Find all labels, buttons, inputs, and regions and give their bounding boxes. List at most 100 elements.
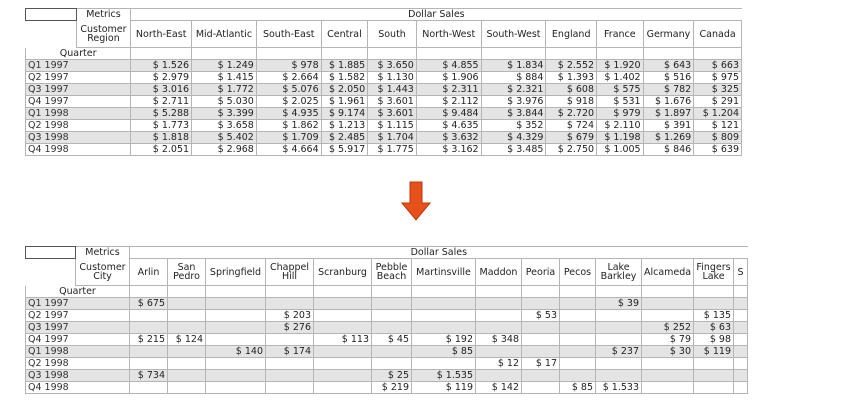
table-cell: $ 4.329	[480, 131, 547, 144]
table-cell: $ 276	[265, 321, 314, 334]
column-header[interactable]: England	[545, 20, 598, 48]
column-header[interactable]: Fingers Lake	[693, 258, 734, 286]
row-header[interactable]: Q1 1998	[24, 107, 132, 120]
column-header[interactable]: Alcameda	[641, 258, 694, 286]
table-cell: $ 2.750	[545, 143, 598, 156]
table-cell: $ 25	[371, 369, 412, 382]
row-header[interactable]: Q2 1997	[25, 309, 130, 322]
header-spacer	[415, 47, 482, 60]
column-attribute-label[interactable]: Customer City	[75, 258, 130, 286]
column-header[interactable]: South	[367, 20, 417, 48]
table-cell: $ 4.664	[255, 143, 322, 156]
table-cell: $ 2.110	[596, 119, 644, 132]
table-cell: $ 3.632	[415, 131, 482, 144]
column-header[interactable]: South-West	[480, 20, 547, 48]
table-cell	[732, 369, 749, 382]
table-cell: $ 846	[642, 143, 695, 156]
table-cell: $ 3.650	[367, 59, 417, 72]
table-cell	[129, 345, 168, 358]
column-header[interactable]: S	[732, 258, 749, 286]
table-cell: $ 121	[693, 119, 742, 132]
row-header[interactable]: Q4 1998	[25, 381, 130, 394]
table-cell: $ 575	[596, 83, 644, 96]
table-cell: $ 219	[371, 381, 412, 394]
table-cell: $ 1.415	[191, 71, 257, 84]
table-cell: $ 5.288	[130, 107, 193, 120]
row-header[interactable]: Q3 1997	[25, 321, 130, 334]
row-attribute-row: Quarter	[25, 285, 749, 298]
column-header[interactable]: Germany	[642, 20, 695, 48]
column-header[interactable]: San Pedro	[167, 258, 206, 286]
table-row: Q2 1998 $ 12 $ 17	[25, 357, 749, 370]
row-attribute-label[interactable]: Quarter	[25, 285, 130, 298]
table-cell	[732, 321, 749, 334]
table-cell: $ 4.855	[415, 59, 482, 72]
row-header[interactable]: Q1 1997	[24, 59, 132, 72]
row-header[interactable]: Q4 1997	[25, 333, 130, 346]
header-spacer	[732, 285, 749, 298]
table-cell	[205, 357, 266, 370]
row-attribute-label[interactable]: Quarter	[24, 47, 132, 60]
row-header[interactable]: Q2 1997	[24, 71, 132, 84]
row-header[interactable]: Q3 1998	[25, 369, 130, 382]
column-header[interactable]: Springfield	[205, 258, 266, 286]
table-cell: $ 1.704	[367, 131, 417, 144]
table-cell	[475, 297, 522, 310]
report-grid-region: Metrics Dollar Sales Customer Region North-…	[24, 8, 742, 156]
column-header[interactable]: Arlin	[129, 258, 168, 286]
table-cell	[129, 357, 168, 370]
table-cell: $ 1.402	[596, 71, 644, 84]
grid-corner-selector[interactable]	[25, 246, 76, 259]
column-header[interactable]: North-West	[415, 20, 482, 48]
table-cell	[205, 369, 266, 382]
row-header[interactable]: Q3 1998	[24, 131, 132, 144]
column-header[interactable]: Peoria	[521, 258, 560, 286]
column-header[interactable]: North-East	[130, 20, 193, 48]
column-header[interactable]: Pebble Beach	[371, 258, 412, 286]
table-cell	[595, 369, 642, 382]
row-header[interactable]: Q1 1998	[25, 345, 130, 358]
metric-name[interactable]: Dollar Sales	[130, 8, 742, 21]
column-header[interactable]: Chappel Hill	[265, 258, 314, 286]
column-header[interactable]: Martinsville	[411, 258, 476, 286]
table-cell: $ 1.818	[130, 131, 193, 144]
table-cell	[167, 297, 206, 310]
table-cell: $ 135	[693, 309, 734, 322]
row-header[interactable]: Q2 1998	[25, 357, 130, 370]
row-header[interactable]: Q1 1997	[25, 297, 130, 310]
down-arrow-icon	[401, 181, 431, 221]
column-header[interactable]: Maddon	[475, 258, 522, 286]
column-header[interactable]: Pecos	[559, 258, 596, 286]
table-cell: $ 39	[595, 297, 642, 310]
header-spacer	[367, 47, 417, 60]
table-cell: $ 1.906	[415, 71, 482, 84]
column-header[interactable]: Scranburg	[313, 258, 372, 286]
header-spacer	[205, 285, 266, 298]
header-spacer	[521, 285, 560, 298]
column-header[interactable]: Mid-Atlantic	[191, 20, 257, 48]
table-cell	[167, 309, 206, 322]
column-header[interactable]: Lake Barkley	[595, 258, 642, 286]
column-header[interactable]: South-East	[255, 20, 322, 48]
table-cell: $ 4.635	[415, 119, 482, 132]
table-cell	[595, 321, 642, 334]
metric-name[interactable]: Dollar Sales	[128, 246, 748, 259]
row-header[interactable]: Q3 1997	[24, 83, 132, 96]
header-spacer	[693, 285, 734, 298]
table-cell: $ 978	[255, 59, 322, 72]
table-cell	[693, 357, 734, 370]
table-cell: $ 643	[642, 59, 695, 72]
table-cell	[411, 297, 476, 310]
row-header[interactable]: Q4 1997	[24, 95, 132, 108]
row-header[interactable]: Q4 1998	[24, 143, 132, 156]
table-cell	[371, 297, 412, 310]
column-header[interactable]: Central	[320, 20, 369, 48]
column-header[interactable]: France	[596, 20, 644, 48]
column-header[interactable]: Canada	[693, 20, 742, 48]
table-cell: $ 119	[411, 381, 476, 394]
table-cell	[732, 345, 749, 358]
column-attribute-label[interactable]: Customer Region	[76, 20, 132, 48]
row-header[interactable]: Q2 1998	[24, 119, 132, 132]
grid-corner-selector[interactable]	[25, 8, 77, 21]
table-cell: $ 884	[480, 71, 547, 84]
